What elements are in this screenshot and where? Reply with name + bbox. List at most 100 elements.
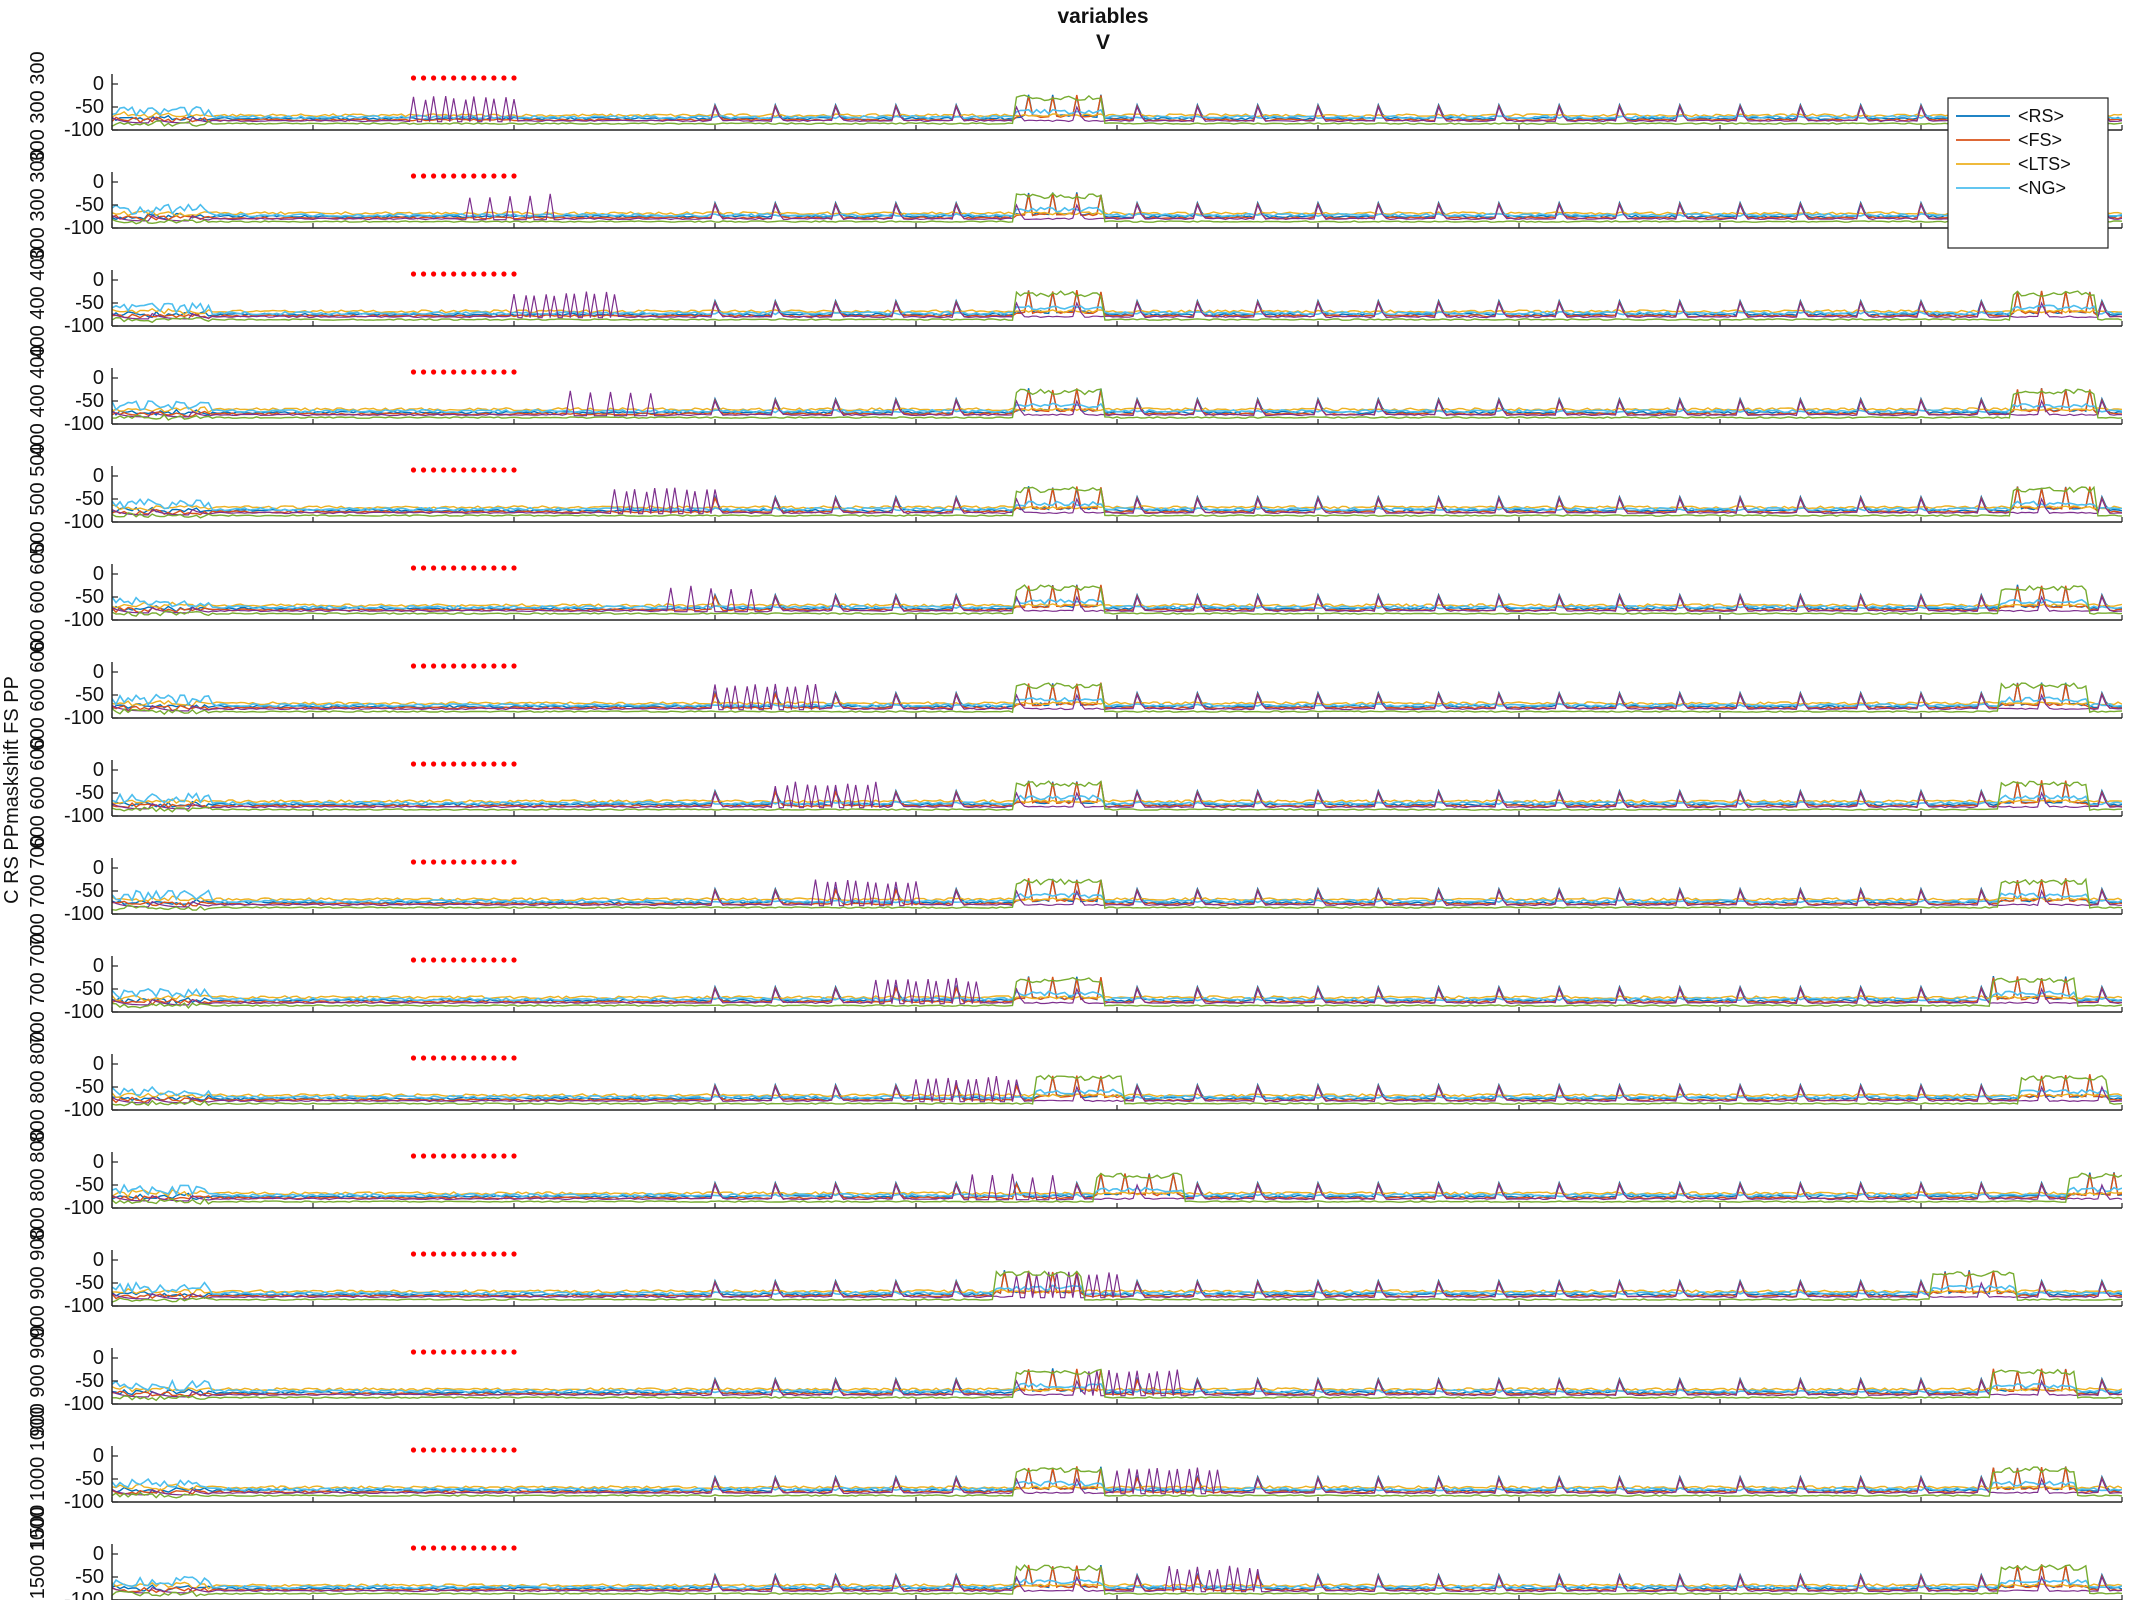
y-tick-label: -50 [75,488,104,510]
stim-dot [511,75,517,81]
legend-entry[interactable]: <NG> [1956,178,2066,198]
stim-dot [511,1349,517,1355]
stim-dot [471,271,477,277]
stim-dot [420,173,427,179]
series-line [112,1270,2122,1303]
panel-label: 300 300 300 [27,149,49,260]
stim-dot [451,467,457,473]
stim-dot [410,271,417,277]
stim-markers [410,369,517,375]
series-line [112,889,2122,904]
stim-dot [481,75,487,81]
stim-dot [511,1153,517,1159]
series-line [112,601,2122,609]
series-line [112,596,2122,610]
stim-dot [471,761,477,767]
stim-dot [431,1153,437,1159]
series-line [112,203,2122,218]
series-line [112,1378,2122,1394]
stim-dot [481,663,487,669]
y-tick-label: -50 [75,1370,104,1392]
stim-dot [420,1055,427,1061]
stim-markers [410,957,517,963]
stim-dot [420,1251,427,1257]
stim-dot [451,663,457,669]
legend-entry[interactable]: <FS> [1956,130,2062,150]
series-line [112,289,2122,320]
stim-dot [431,663,437,669]
y-tick-label: -100 [64,315,104,337]
legend-entry[interactable]: <LTS> [1956,154,2071,174]
y-tick-label: 0 [93,367,104,389]
stim-dot [471,173,477,179]
stim-dot [431,1545,437,1551]
stim-dot [461,75,467,81]
stim-dot [471,1055,477,1061]
panel-traces [112,584,2122,617]
series-line [112,987,2122,1002]
stim-dot [441,1055,447,1061]
stim-dot [501,173,507,179]
stim-dot [451,761,457,767]
series-line [112,1092,2122,1099]
stim-dot [451,1055,457,1061]
stim-dot [451,957,457,963]
y-tick-label: 0 [93,759,104,781]
stim-dot [491,1447,497,1453]
stim-dot [511,761,517,767]
panel-label: 600 600 600 [27,639,49,750]
panel: 0-50-100 400 400 400 [27,345,2123,457]
stim-dot [410,761,417,767]
series-line [112,487,2122,516]
series-line [112,1172,2122,1201]
stim-dot [461,1447,467,1453]
stim-dot [481,565,487,571]
stim-dot [511,1447,517,1453]
panel-traces [112,1368,2122,1402]
stim-dot [431,761,437,767]
stim-dot [441,957,447,963]
series-line [112,486,2122,516]
y-tick-label: -50 [75,194,104,216]
legend[interactable]: <RS> <FS> <LTS> <NG> [1947,97,2109,249]
stim-dot [431,173,437,179]
series-line [112,301,2122,316]
legend-label: <RS> [2018,106,2064,126]
y-tick-label: -100 [64,707,104,729]
legend-box [1947,97,2109,249]
stim-dot [441,271,447,277]
panel-label: 900 900 900 [27,1227,49,1338]
stim-dot [501,859,507,865]
stim-dot [471,75,477,81]
stim-dot [471,663,477,669]
stim-dot [471,957,477,963]
stim-dot [420,1349,427,1355]
series-line [112,1173,2122,1202]
series-line [112,976,2122,1009]
stim-markers [410,859,517,865]
stim-dot [491,1349,497,1355]
y-tick-label: -50 [75,1174,104,1196]
legend-entry[interactable]: <RS> [1956,106,2064,126]
legend-label: <FS> [2018,130,2062,150]
panel-traces [112,485,2122,519]
stim-dot [481,1447,487,1453]
stim-dot [511,467,517,473]
stim-dot [410,859,417,865]
series-line [112,1466,2122,1495]
stim-dot [410,1447,417,1453]
series-line [112,1368,2122,1402]
series-line [112,406,2122,414]
stim-dot [441,663,447,669]
series-line [112,1466,2122,1499]
stim-dot [420,1447,427,1453]
y-tick-label: -100 [64,413,104,435]
series-line [112,400,2122,414]
y-tick-label: -100 [64,1099,104,1121]
stim-dot [410,565,417,571]
stim-dot [410,75,417,81]
series-line [112,1368,2122,1397]
stim-dot [451,859,457,865]
stim-dot [501,957,507,963]
